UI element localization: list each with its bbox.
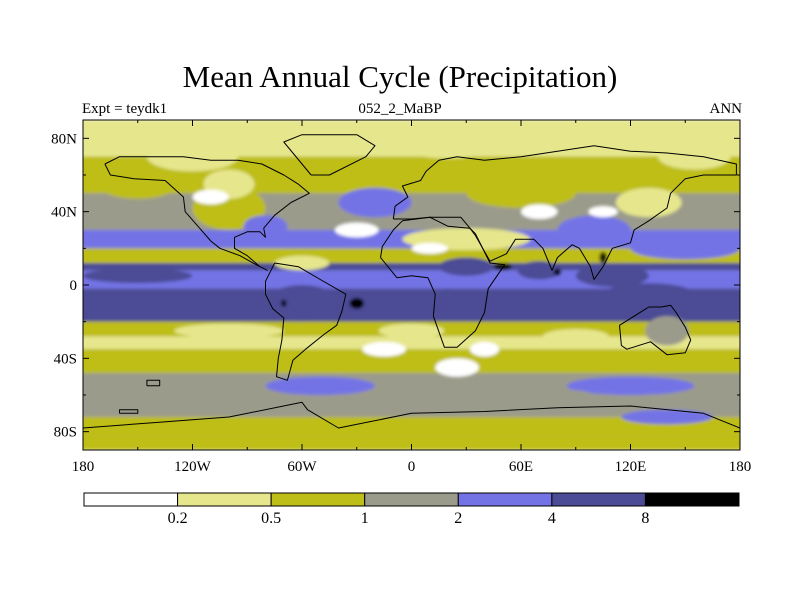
colorbar-label-1: 0.5 (261, 510, 281, 527)
field-patch-30 (128, 396, 257, 412)
field-patch-41 (553, 268, 562, 276)
y-tick-label-0: 80N (51, 131, 77, 147)
season-label: ANN (709, 101, 743, 117)
field-patch-37 (588, 206, 618, 218)
colorbar-label-3: 2 (454, 510, 462, 527)
run-label: 052_2_MaBP (358, 101, 442, 117)
field-patch-26 (362, 341, 407, 357)
x-tick-label-2: 60W (287, 459, 317, 475)
field-patch-0 (97, 169, 178, 199)
coastline-5 (283, 134, 376, 176)
lat-band-14 (83, 435, 740, 450)
field-patch-25 (435, 358, 480, 377)
colorbar-box-2 (270, 492, 366, 507)
colorbar-box-4 (457, 492, 553, 507)
lat-band-10 (83, 349, 740, 373)
lat-band-13 (83, 417, 740, 436)
field-patch-17 (265, 285, 339, 322)
field-patch-7 (466, 178, 576, 208)
chart-title: Mean Annual Cycle (Precipitation) (182, 59, 618, 94)
coastline-8 (146, 379, 161, 387)
field-patch-33 (521, 204, 558, 220)
coastline-1 (265, 262, 347, 381)
y-tick-label-4: 80S (54, 425, 77, 441)
colorbar-label-4: 4 (548, 510, 556, 527)
x-tick-label-1: 120W (174, 459, 212, 475)
colorbar-box-5 (551, 492, 646, 507)
field-shading (83, 120, 740, 450)
colorbar-label-2: 1 (361, 510, 369, 527)
field-patch-31 (621, 409, 713, 425)
colorbar-label-5: 8 (641, 510, 649, 527)
field-patch-29 (448, 387, 594, 403)
colorbar-box-3 (364, 492, 459, 507)
field-patch-23 (542, 329, 609, 344)
field-patch-27 (265, 376, 375, 396)
field-patch-21 (174, 323, 284, 339)
x-tick-label-5: 120E (615, 459, 647, 475)
y-tick-label-2: 0 (70, 278, 78, 294)
field-patch-19 (603, 283, 695, 306)
field-patch-8 (557, 215, 631, 245)
field-patch-39 (349, 297, 365, 309)
field-patch-22 (378, 323, 445, 339)
x-tick-label-4: 60E (509, 459, 533, 475)
field-patch-13 (438, 257, 494, 276)
colorbar: 0.2 0.5 1 2 4 8 (83, 492, 740, 527)
colorbar-box-1 (177, 492, 272, 507)
coastline-layer (83, 134, 740, 429)
lat-band-5 (83, 263, 740, 271)
x-tick-label-3: 0 (408, 459, 416, 475)
field-patch-5 (338, 187, 412, 218)
coastline-0 (104, 156, 310, 271)
field-patch-38 (469, 341, 500, 357)
field-patch-6 (402, 136, 494, 159)
x-tick-label-0: 180 (72, 459, 95, 475)
experiment-label: Expt = teydk1 (82, 101, 168, 117)
field-patch-20 (128, 297, 257, 317)
field-patch-36 (411, 242, 448, 254)
axes: 180 120W 60W 0 60E 120E 180 80N 40N 0 40S 80S (51, 120, 751, 475)
field-patch-28 (566, 376, 695, 396)
coastline-7 (119, 409, 139, 414)
field-patch-34 (192, 189, 229, 205)
coastline-3 (380, 216, 506, 348)
colorbar-label-0: 0.2 (168, 510, 188, 527)
field-patch-32 (657, 143, 731, 170)
lat-band-9 (83, 336, 740, 350)
coastline-2 (392, 145, 737, 280)
field-patch-12 (274, 255, 330, 271)
precipitation-field (83, 120, 740, 450)
y-tick-label-3: 40S (54, 351, 77, 367)
field-patch-43 (281, 299, 287, 308)
field-patch-11 (630, 237, 740, 260)
colorbar-box-0 (83, 492, 179, 507)
coastline-6 (83, 401, 740, 429)
field-patch-16 (83, 268, 193, 284)
field-patch-42 (599, 252, 607, 263)
lat-band-6 (83, 270, 740, 289)
colorbar-box-6 (644, 492, 740, 507)
coastline-4 (619, 304, 692, 356)
x-tick-label-6: 180 (729, 459, 752, 475)
field-patch-3 (146, 142, 239, 172)
field-patch-18 (429, 288, 467, 319)
field-patch-35 (334, 222, 379, 238)
y-tick-label-1: 40N (51, 205, 77, 221)
field-patch-24 (645, 316, 689, 346)
field-patch-15 (575, 264, 649, 287)
